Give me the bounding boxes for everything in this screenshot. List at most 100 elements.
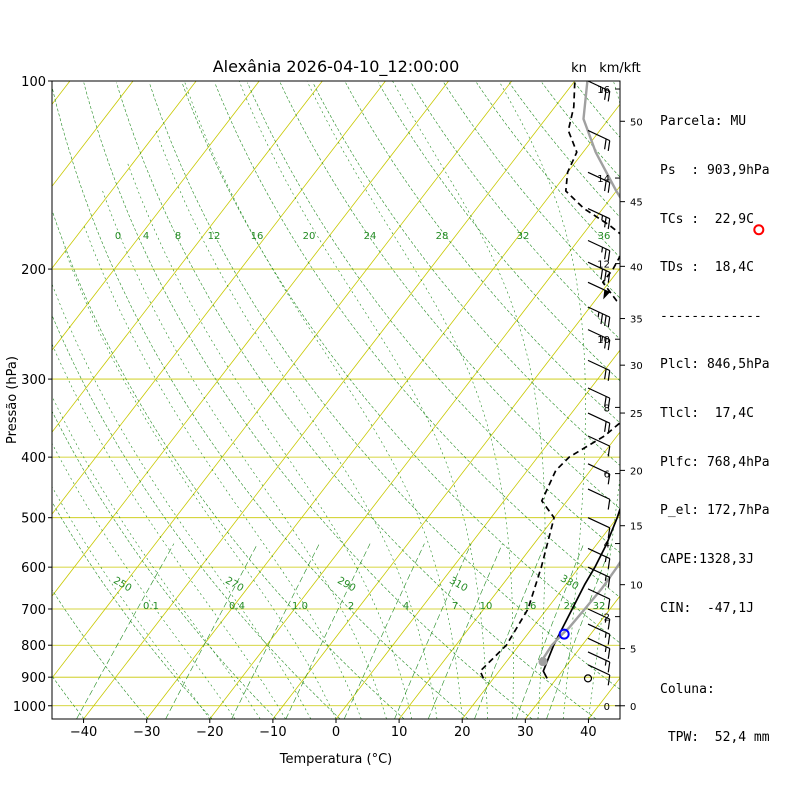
wind-barb-staff <box>587 412 611 424</box>
wind-barb <box>587 207 611 230</box>
isotherm-line <box>398 431 620 719</box>
wind-barb-staff <box>587 239 611 252</box>
wind-barbs <box>583 80 611 686</box>
mixing-ratio-line <box>231 543 320 719</box>
x-tick-label: −30 <box>133 725 160 740</box>
y-tick-label: 1000 <box>13 700 46 715</box>
isotherm-line <box>52 81 386 515</box>
info-line: CAPE:1328,3J <box>660 551 754 567</box>
moist-adiabat-line <box>52 442 236 719</box>
adiabat-label: 270 <box>223 575 245 594</box>
wind-barb-full <box>607 140 611 152</box>
dry-adiabat-line <box>83 82 533 719</box>
x-tick-label: 20 <box>454 725 471 740</box>
wind-barb <box>587 239 611 262</box>
height-axis-kn-label: kn <box>571 61 587 76</box>
x-tick-label: 40 <box>580 725 597 740</box>
height-kft-label: 30 <box>630 361 643 372</box>
isotherm-label: 20 <box>303 231 316 242</box>
moist-adiabat-line <box>155 130 438 719</box>
wind-barb-half <box>604 632 607 638</box>
wind-barb-full <box>604 216 607 228</box>
wind-barb-full <box>607 527 611 539</box>
wind-barb-half <box>601 336 604 342</box>
height-axis-km-label: km/kft <box>599 61 641 76</box>
x-tick-label: 0 <box>332 725 340 740</box>
mixing-ratio-label: 7 <box>452 601 458 612</box>
wind-barb-full <box>607 473 611 485</box>
chart-title: Alexânia 2026-04-10_12:00:00 <box>213 57 460 77</box>
wind-barb <box>587 435 611 457</box>
moist-adiabat-line <box>63 247 337 719</box>
height-km-label: 16 <box>597 85 610 96</box>
wind-barb <box>587 608 611 630</box>
height-km-label: 4 <box>604 540 610 551</box>
mixing-ratio-line <box>76 543 175 719</box>
wind-barb-staff <box>587 80 611 92</box>
moist-adiabat-line <box>127 162 412 719</box>
isotherm-line <box>52 81 449 597</box>
isotherm-label: 0 <box>115 231 121 242</box>
wind-barb-full <box>607 339 611 351</box>
height-kft-label: 10 <box>630 581 643 592</box>
wind-barb-full <box>604 138 607 150</box>
moist-adiabat-line <box>498 81 586 719</box>
wind-barb-staff <box>587 517 611 529</box>
wind-barb-full <box>607 446 611 457</box>
isotherm-line <box>52 81 197 269</box>
info-line: P_el: 172,7hPa <box>660 503 770 519</box>
wind-barb-full <box>607 598 611 610</box>
wind-barb <box>587 651 611 673</box>
height-km-label: 10 <box>597 335 610 346</box>
mixing-ratio-label: 2 <box>348 601 354 612</box>
height-kft-label: 0 <box>630 702 636 713</box>
wind-barb-full <box>604 368 607 380</box>
adiabat-label: 310 <box>447 575 469 594</box>
isotherm-line <box>335 349 620 719</box>
wind-barb-staff <box>587 664 611 676</box>
wind-barb-full <box>607 648 611 659</box>
mixing-ratio-line <box>285 543 371 719</box>
moist-adiabat-line <box>102 190 387 719</box>
dry-adiabat-line <box>279 82 620 510</box>
wind-barb-half <box>604 660 607 666</box>
lcl-marker <box>753 224 765 236</box>
wind-barb-half <box>604 575 607 581</box>
wind-barb-staff <box>587 281 611 293</box>
y-tick-label: 900 <box>21 671 46 686</box>
mixing-ratio-label: 4 <box>403 601 409 612</box>
wind-barb <box>587 387 611 409</box>
mixing-ratio-line <box>165 543 258 719</box>
wind-barb-full <box>600 313 604 325</box>
dry-adiabat-line <box>312 82 620 466</box>
wind-barb-staff <box>587 329 611 341</box>
info-line: TDs : 18,4C <box>660 260 754 276</box>
height-kft-label: 50 <box>630 117 643 128</box>
wind-barb-half <box>597 311 600 318</box>
info-line: TCs : 22,9C <box>660 211 754 227</box>
wind-barb-half <box>601 247 604 253</box>
wind-barb-staff <box>587 488 611 500</box>
dewpoint-line <box>479 81 620 679</box>
info-line: Coluna: <box>660 681 715 697</box>
x-tick-label: 10 <box>391 725 408 740</box>
dry-adiabat-line <box>52 501 213 719</box>
grid-layer <box>52 81 620 719</box>
wind-barb-full <box>607 218 611 230</box>
isotherm-line <box>52 81 323 433</box>
wind-barb <box>587 517 611 539</box>
moist-adiabat-line <box>52 486 211 719</box>
y-tick-label: 600 <box>21 561 46 576</box>
wind-barb-full <box>604 396 607 407</box>
isotherm-line <box>83 81 576 719</box>
mixing-ratio-label: 24 <box>564 601 577 612</box>
mixing-ratio-label: 10 <box>480 601 493 612</box>
wind-barb <box>587 306 611 328</box>
wind-barb-staff <box>587 207 611 220</box>
wind-barb-flag <box>603 289 610 300</box>
wind-barb-full <box>607 619 611 630</box>
isotherm-line <box>52 81 513 679</box>
y-tick-label: 500 <box>21 512 46 527</box>
adiabat-label: 250 <box>111 575 133 594</box>
